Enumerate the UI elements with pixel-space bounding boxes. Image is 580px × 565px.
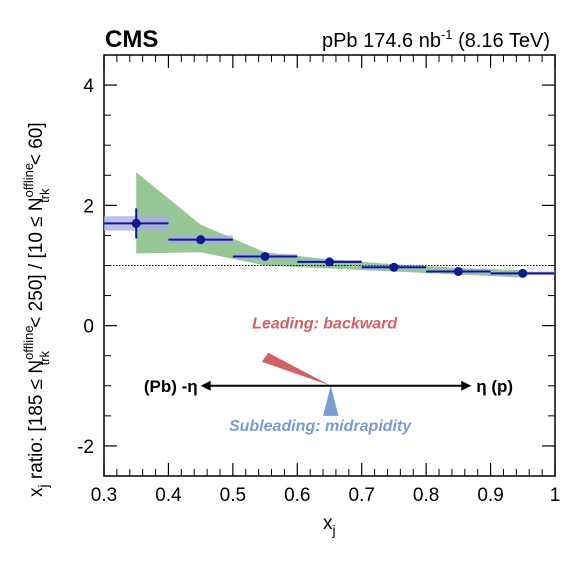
- data-points-layer: [131, 218, 528, 278]
- model-band-layer: [136, 172, 523, 278]
- y-tick-label-3: 4: [83, 76, 94, 97]
- data-point-0: [131, 218, 141, 228]
- x-axis-title: xj: [323, 513, 336, 538]
- data-point-1: [196, 235, 206, 245]
- data-point-3: [325, 257, 334, 267]
- subleading-wedge: [323, 385, 339, 416]
- x-ticks: 0.3 0.4 0.5 0.6 0.7 0.8 0.9 1: [91, 55, 561, 506]
- data-point-6: [518, 268, 528, 278]
- x-tick-label-6: 0.9: [477, 485, 503, 506]
- data-point-4: [389, 262, 399, 272]
- x-tick-label-7: 1: [550, 485, 561, 506]
- rapidity-diagram: Leading: backward Subleading: midrapidit…: [144, 316, 513, 435]
- x-tick-label-5: 0.8: [413, 485, 439, 506]
- x-tick-label-0: 0.3: [91, 485, 117, 506]
- x-tick-label-3: 0.6: [284, 485, 310, 506]
- x-tick-label-4: 0.7: [349, 485, 375, 506]
- y-axis-title: xj ratio: [185 ≤ Nofflinetrk < 250] / [1…: [21, 122, 52, 497]
- model-band: [136, 172, 523, 278]
- eta-arrow-left-head: [200, 380, 211, 391]
- x-tick-label-2: 0.5: [220, 485, 246, 506]
- subleading-label: Subleading: midrapidity: [229, 418, 412, 435]
- eta-right-label: η (p): [476, 377, 513, 396]
- y-ticks: -2 0 2 4: [77, 54, 555, 477]
- eta-arrow-right-head: [461, 380, 472, 391]
- leading-wedge: [261, 352, 331, 386]
- data-point-2: [260, 251, 270, 261]
- y-tick-label-2: 2: [83, 196, 94, 217]
- eta-left-label: (Pb) -η: [144, 377, 198, 396]
- x-tick-label-1: 0.4: [155, 485, 182, 506]
- leading-label: Leading: backward: [252, 316, 398, 333]
- y-tick-label-0: -2: [77, 437, 94, 458]
- y-tick-label-1: 0: [83, 317, 94, 338]
- chart-title-left: CMS: [105, 26, 158, 53]
- chart-title-right: pPb 174.6 nb-1 (8.16 TeV): [322, 27, 550, 52]
- data-point-5: [453, 267, 463, 277]
